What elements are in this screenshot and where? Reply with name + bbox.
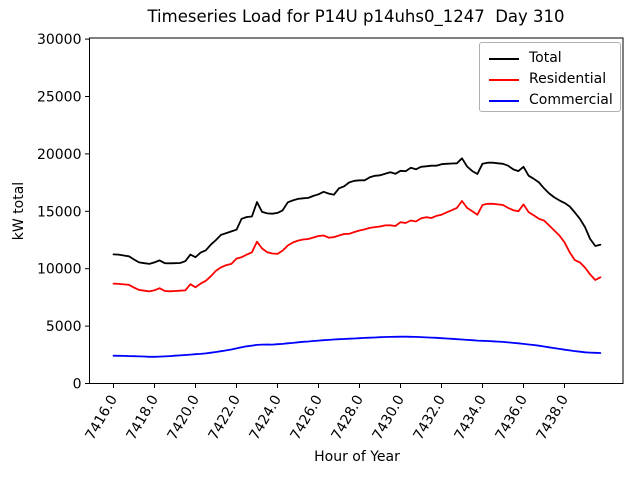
legend-label-residential: Residential (529, 71, 607, 87)
x-tick-label: 7430.0 (370, 393, 408, 443)
y-tick-label: 0 (73, 377, 82, 393)
plot-frame (89, 37, 624, 384)
y-tick-label: 5000 (46, 319, 82, 335)
legend-swatch-1 (489, 78, 519, 81)
legend-label-total: Total (529, 50, 562, 66)
y-tick-label: 25000 (37, 90, 82, 106)
x-tick-label: 7426.0 (288, 393, 326, 443)
y-tick-label: 10000 (37, 262, 82, 278)
x-tick-label: 7428.0 (329, 393, 367, 443)
chart-title: Timeseries Load for P14U p14uhs0_1247 Da… (147, 7, 565, 26)
legend-item-total: Total (480, 48, 620, 69)
y-tick-label: 30000 (37, 32, 82, 48)
legend-swatch-0 (489, 57, 519, 60)
x-tick-label: 7434.0 (452, 393, 490, 443)
x-tick-label: 7424.0 (247, 393, 285, 443)
x-tick-label: 7438.0 (534, 393, 572, 443)
y-tick-label: 20000 (37, 147, 82, 163)
y-tick-label: 15000 (37, 204, 82, 220)
x-tick-label: 7416.0 (83, 393, 121, 443)
x-axis-label: Hour of Year (314, 449, 400, 465)
legend-item-commercial: Commercial (480, 90, 620, 111)
x-tick-label: 7432.0 (411, 393, 449, 443)
series-lines (112, 157, 602, 358)
y-axis-label: kW total (11, 181, 27, 241)
series-line-total (112, 157, 602, 265)
series-line-commercial (112, 335, 602, 358)
x-tick-label: 7436.0 (493, 393, 531, 443)
legend-swatch-2 (489, 99, 519, 102)
legend-box: Total Residential Commercial (479, 42, 621, 112)
x-tick-label: 7420.0 (165, 393, 203, 443)
legend-item-residential: Residential (480, 69, 620, 90)
x-tick-label: 7422.0 (206, 393, 244, 443)
series-line-residential (112, 200, 602, 293)
legend-label-commercial: Commercial (529, 92, 613, 108)
x-tick-label: 7418.0 (124, 393, 162, 443)
